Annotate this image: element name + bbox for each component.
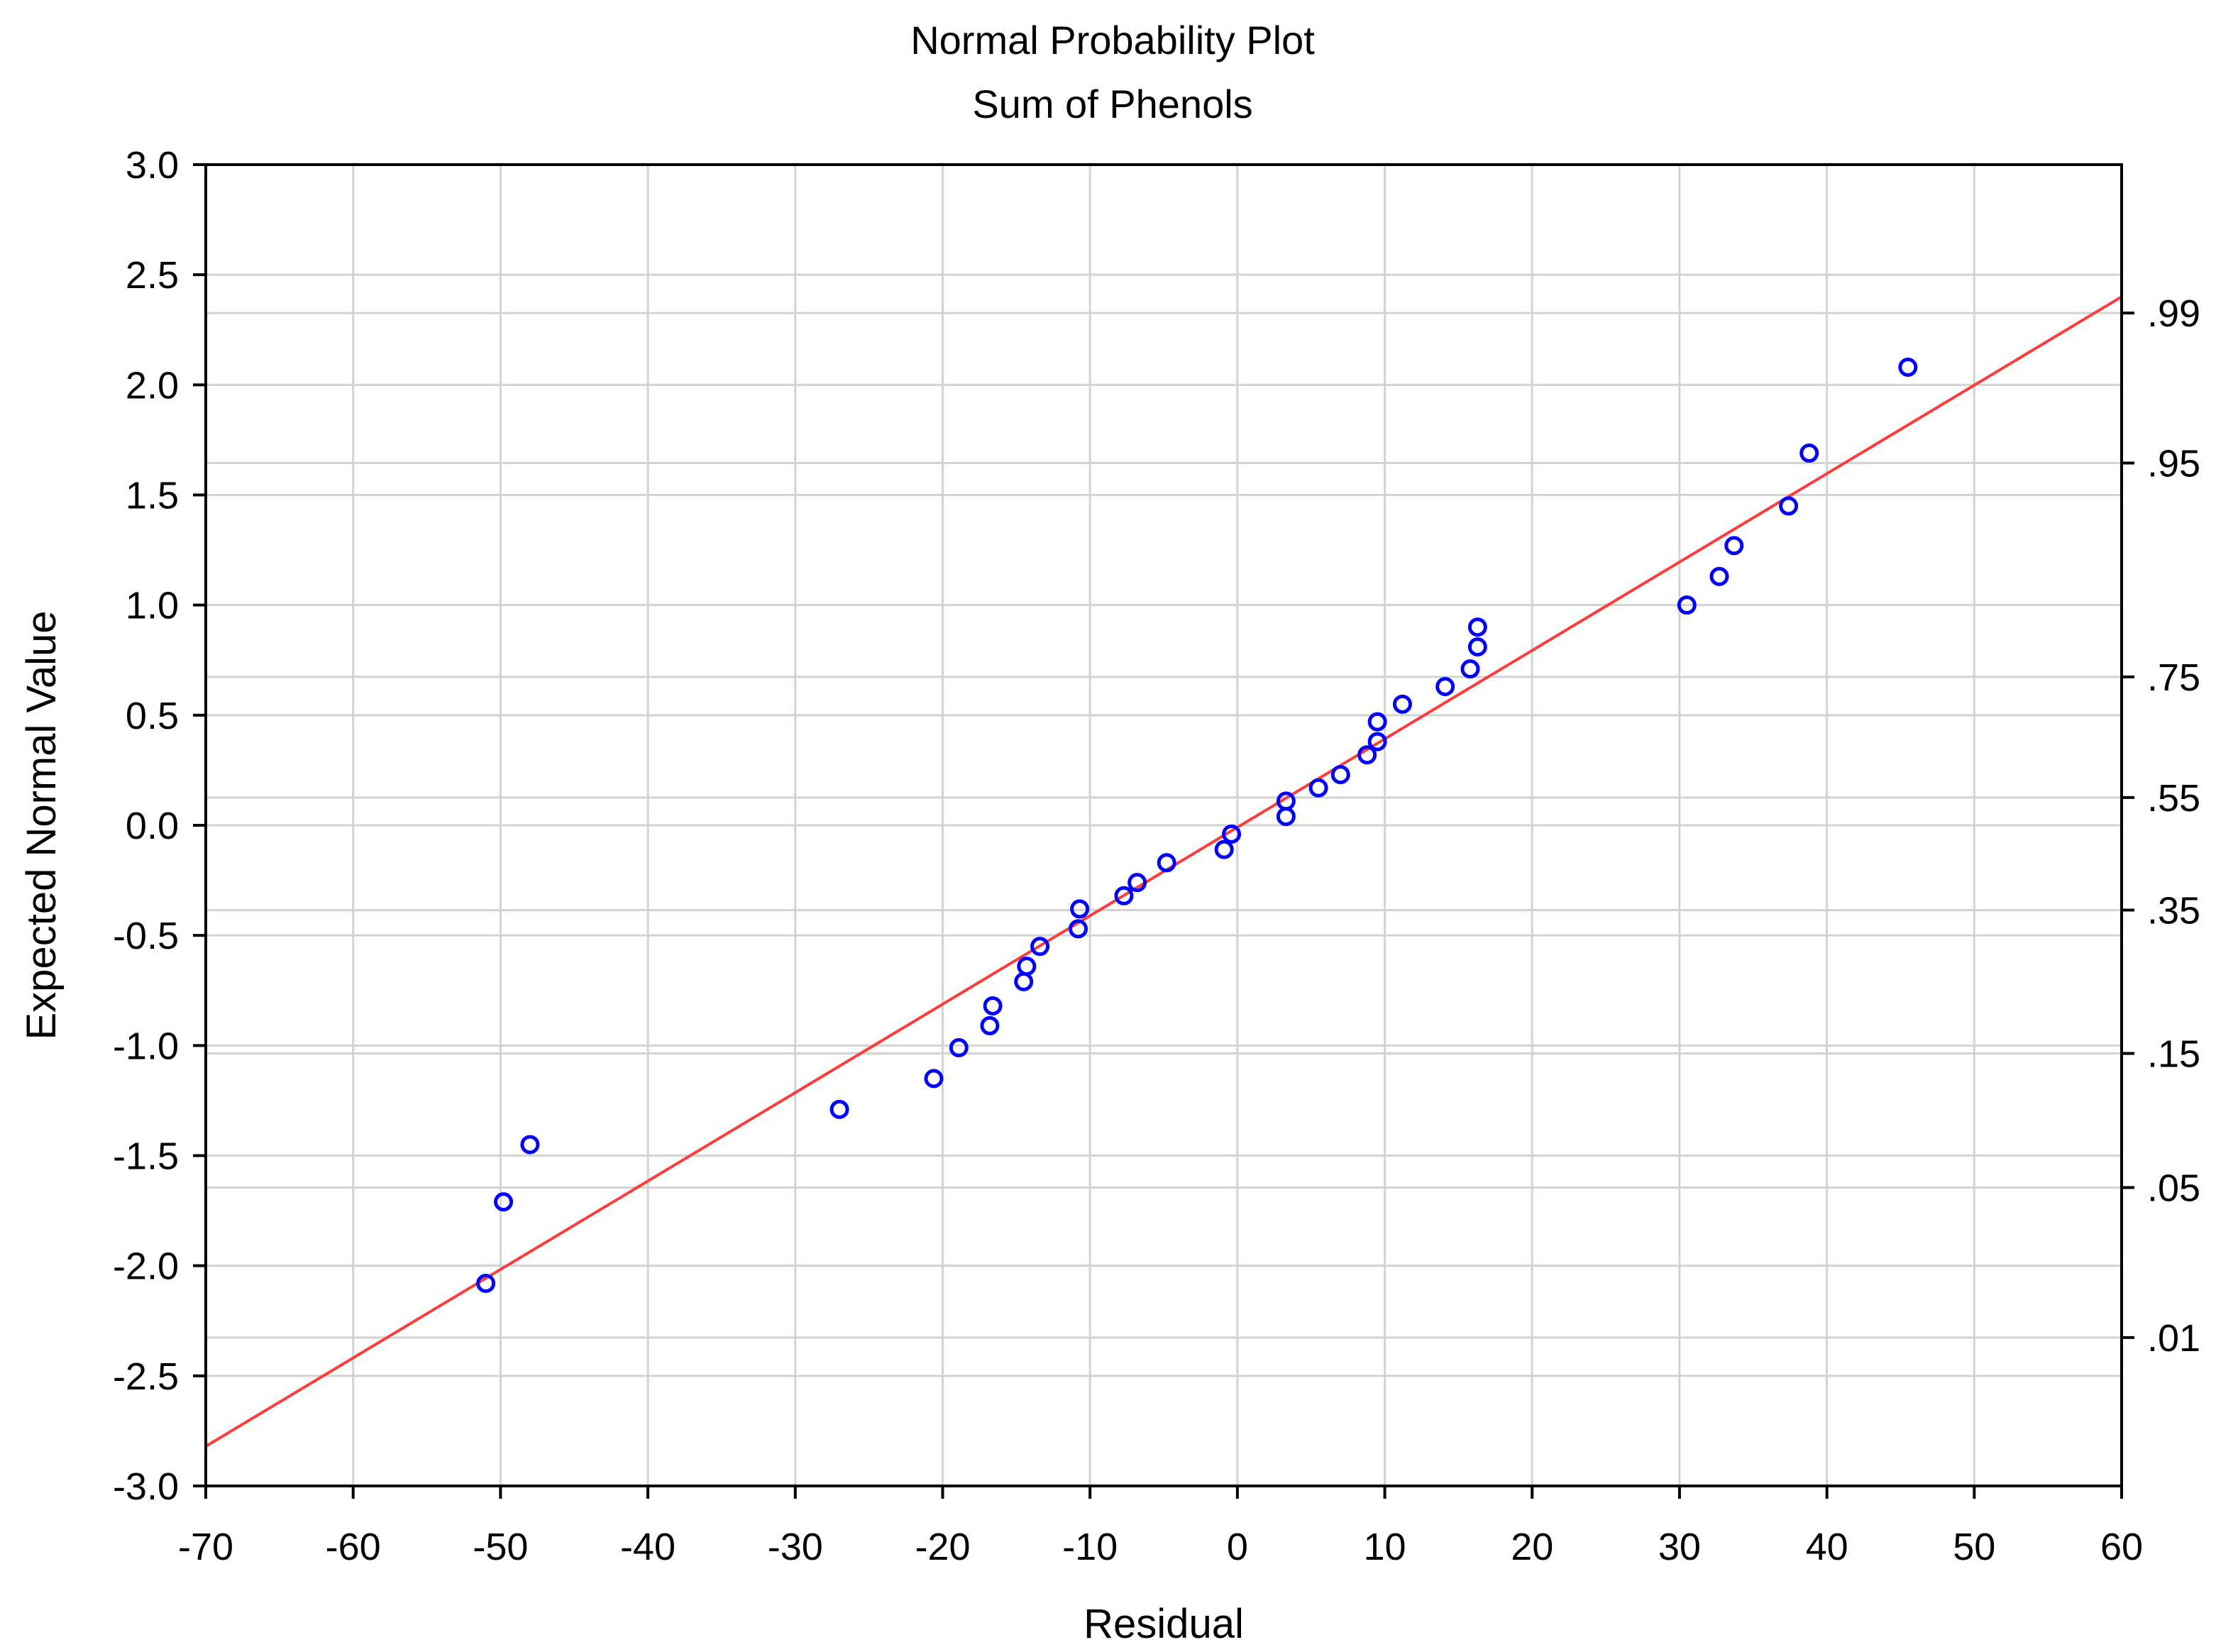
x-tick-label: -60 xyxy=(326,1526,381,1568)
data-point xyxy=(829,1099,849,1119)
grid-lines xyxy=(206,165,2122,1486)
data-point xyxy=(1677,595,1697,615)
data-point xyxy=(1308,778,1328,798)
data-point xyxy=(1460,659,1480,679)
data-point xyxy=(1030,937,1050,957)
data-point xyxy=(1330,765,1350,785)
x-tick-label: 10 xyxy=(1363,1526,1406,1568)
x-tick-label: 40 xyxy=(1806,1526,1848,1568)
data-point xyxy=(1435,676,1455,696)
data-point xyxy=(1157,853,1176,873)
y-tick-label: -3.0 xyxy=(113,1465,179,1508)
data-points xyxy=(476,358,1918,1293)
data-point xyxy=(476,1273,496,1293)
data-point xyxy=(1070,899,1090,919)
x-tick-label: -50 xyxy=(473,1526,528,1568)
data-point xyxy=(1017,957,1037,976)
y-tick-label: 2.5 xyxy=(126,254,179,297)
x-tick-label: -30 xyxy=(768,1526,823,1568)
right-tick-label: .15 xyxy=(2147,1033,2200,1076)
y-tick-label: -1.5 xyxy=(113,1135,179,1178)
right-tick-label: .95 xyxy=(2147,443,2200,485)
y-tick-label: 0.5 xyxy=(126,695,179,737)
x-axis-label: Residual xyxy=(1084,1601,1244,1647)
y-tick-label: 1.0 xyxy=(126,585,179,627)
y-tick-label: 1.5 xyxy=(126,475,179,517)
data-point xyxy=(1779,496,1799,516)
y-tick-label: -2.0 xyxy=(113,1245,179,1288)
x-tick-label: 30 xyxy=(1658,1526,1701,1568)
x-tick-label: 60 xyxy=(2100,1526,2143,1568)
data-point xyxy=(1392,694,1412,714)
right-tick-label: .75 xyxy=(2147,656,2200,699)
data-point xyxy=(1724,536,1744,556)
right-tick-label: .99 xyxy=(2147,292,2200,335)
data-point xyxy=(1222,824,1242,844)
data-point xyxy=(1799,444,1819,463)
y-axis-label: Expected Normal Value xyxy=(18,610,65,1040)
x-tick-label: -40 xyxy=(620,1526,676,1568)
data-point xyxy=(980,1015,1000,1035)
data-point xyxy=(1114,886,1134,905)
chart-title: Normal Probability Plot xyxy=(910,18,1315,62)
y-axis-ticks: 3.0 2.5 2.0 1.5 1.0 0.5 0.0 -0.5 -1.0 -1.5 -2.0 -2.… xyxy=(113,144,206,1508)
x-tick-label: 0 xyxy=(1227,1526,1248,1568)
chart-subtitle: Sum of Phenols xyxy=(972,82,1252,126)
y-tick-label: -0.5 xyxy=(113,915,179,957)
data-point xyxy=(924,1069,944,1089)
data-point xyxy=(1898,358,1918,378)
y-tick-label: 2.0 xyxy=(126,364,179,407)
data-point xyxy=(1467,637,1487,657)
data-point xyxy=(494,1192,514,1212)
y-tick-label: 3.0 xyxy=(126,144,179,187)
y-tick-label: 0.0 xyxy=(126,805,179,847)
right-tick-label: .01 xyxy=(2147,1317,2200,1360)
x-tick-label: -10 xyxy=(1062,1526,1118,1568)
data-point xyxy=(1709,566,1729,586)
data-point xyxy=(983,996,1003,1015)
x-tick-label: -70 xyxy=(178,1526,233,1568)
x-tick-label: -20 xyxy=(915,1526,970,1568)
data-point xyxy=(1128,873,1147,893)
data-point xyxy=(1467,617,1487,637)
x-axis-ticks: -70 -60 -50 -40 -30 -20 -10 0 10 20 30 40 50 60 xyxy=(178,1486,2143,1568)
right-tick-label: .55 xyxy=(2147,777,2200,820)
x-tick-label: 50 xyxy=(1953,1526,1995,1568)
data-point xyxy=(1276,791,1296,811)
data-point xyxy=(1069,919,1088,939)
data-point xyxy=(1367,732,1387,751)
y-tick-label: -2.5 xyxy=(113,1355,179,1398)
data-point xyxy=(1357,745,1377,765)
data-point xyxy=(1367,712,1387,732)
right-tick-label: .05 xyxy=(2147,1167,2200,1209)
data-point xyxy=(520,1135,540,1155)
right-axis-ticks: .99 .95 .75 .55 .35 .15 .05 .01 xyxy=(2122,292,2200,1360)
x-tick-label: 20 xyxy=(1511,1526,1553,1568)
data-point xyxy=(1214,839,1234,859)
data-point xyxy=(949,1037,969,1057)
right-tick-label: .35 xyxy=(2147,889,2200,932)
y-tick-label: -1.0 xyxy=(113,1025,179,1067)
